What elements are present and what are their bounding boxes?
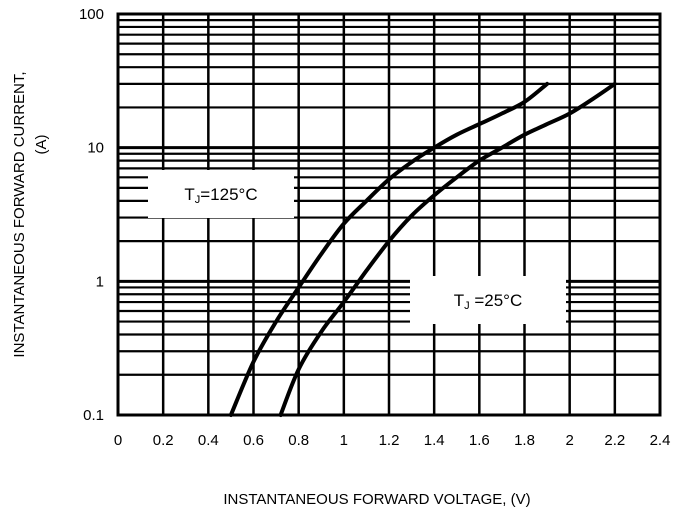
x-tick-label: 2.4 xyxy=(650,432,671,449)
series-line-tj-125 xyxy=(228,81,550,417)
y-tick-labels: 0.1 1 10 100 xyxy=(79,6,104,424)
annotation-tj-125: TJ=125°C xyxy=(148,170,294,218)
x-tick-label: 2 xyxy=(565,432,573,449)
y-tick-label: 10 xyxy=(87,140,104,157)
annotation-tj-25: TJ =25°C xyxy=(410,276,566,324)
x-tick-labels: 0 0.2 0.4 0.6 0.8 1 1.2 1.4 1.6 1.8 2 2.2 2.4 xyxy=(114,432,671,449)
x-tick-label: 1.4 xyxy=(424,432,445,449)
x-tick-label: 2.2 xyxy=(604,432,625,449)
x-axis-title: INSTANTANEOUS FORWARD VOLTAGE, (V) xyxy=(223,491,530,508)
x-tick-label: 1.6 xyxy=(469,432,490,449)
y-tick-label: 1 xyxy=(96,273,104,290)
annotation-tj-25-text: TJ =25°C xyxy=(454,291,523,312)
y-tick-label: 0.1 xyxy=(83,407,104,424)
x-tick-label: 0.4 xyxy=(198,432,219,449)
y-axis-title-line1: INSTANTANEOUS FORWARD CURRENT, xyxy=(11,71,28,357)
x-tick-label: 0.2 xyxy=(153,432,174,449)
plot-frame xyxy=(116,12,662,417)
annotation-tj-125-text: TJ=125°C xyxy=(184,185,257,206)
series-curves xyxy=(228,81,617,417)
x-tick-label: 0 xyxy=(114,432,122,449)
y-tick-label: 100 xyxy=(79,6,104,23)
x-tick-label: 0.6 xyxy=(243,432,264,449)
x-tick-label: 1.8 xyxy=(514,432,535,449)
x-tick-label: 1 xyxy=(340,432,348,449)
series-line-tj-25 xyxy=(278,81,617,417)
x-tick-label: 1.2 xyxy=(379,432,400,449)
y-axis-title-line2: (A) xyxy=(33,135,50,155)
x-tick-label: 0.8 xyxy=(288,432,309,449)
